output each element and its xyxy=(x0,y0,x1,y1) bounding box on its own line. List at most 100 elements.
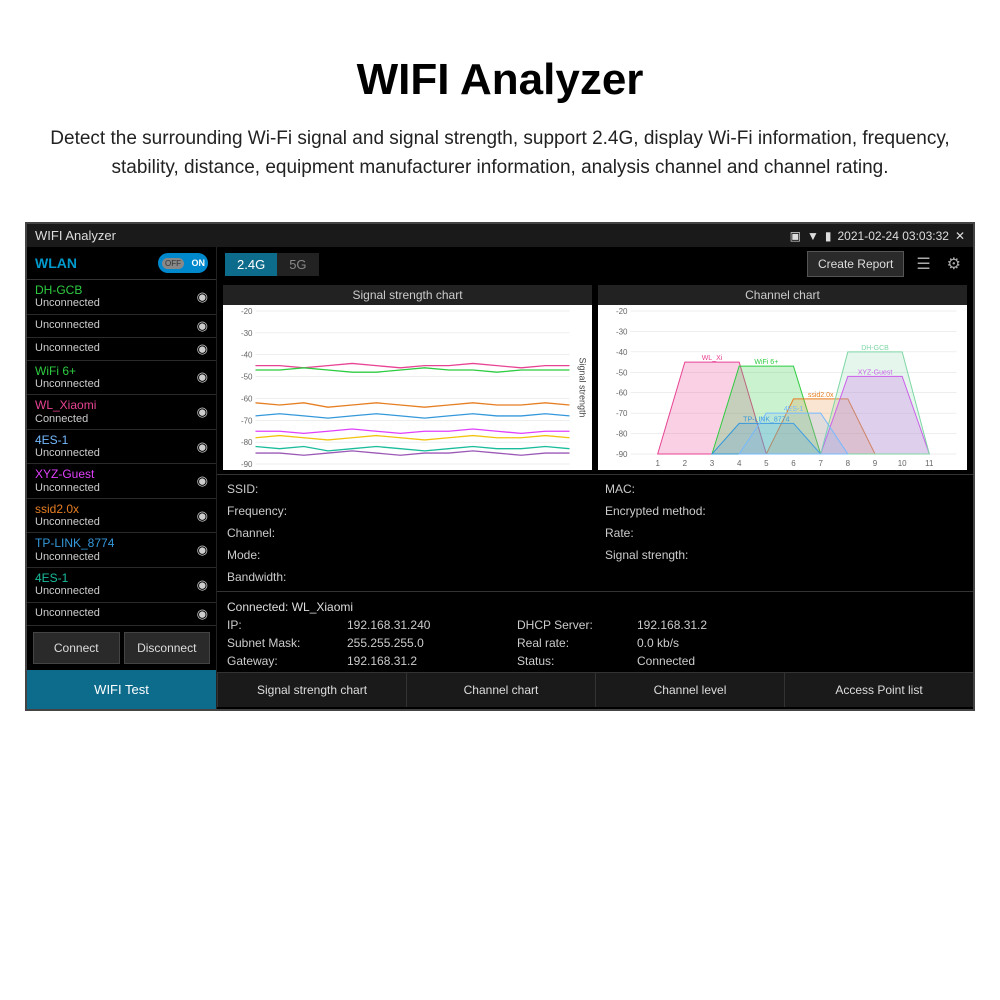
bottom-tab[interactable]: Channel chart xyxy=(406,673,595,707)
band-2-4g-tab[interactable]: 2.4G xyxy=(225,253,277,276)
page-description: Detect the surrounding Wi-Fi signal and … xyxy=(0,105,1000,212)
svg-text:-40: -40 xyxy=(616,348,628,357)
network-name: DH-GCB xyxy=(35,283,100,297)
network-status: Unconnected xyxy=(35,297,100,310)
svg-text:9: 9 xyxy=(873,459,878,468)
svg-text:-90: -90 xyxy=(616,450,628,459)
detail-label: SSID: xyxy=(227,479,585,499)
create-report-button[interactable]: Create Report xyxy=(807,251,904,277)
network-item[interactable]: WL_XiaomiConnected◉ xyxy=(27,395,216,430)
connect-button[interactable]: Connect xyxy=(33,632,120,664)
svg-text:DH-GCB: DH-GCB xyxy=(861,345,889,352)
svg-text:-20: -20 xyxy=(241,307,253,316)
network-item[interactable]: XYZ-GuestUnconnected◉ xyxy=(27,464,216,499)
svg-text:-40: -40 xyxy=(241,351,253,360)
wifi-signal-icon: ◉ xyxy=(197,606,208,622)
wlan-label: WLAN xyxy=(35,255,77,271)
detail-label: Rate: xyxy=(605,523,963,543)
svg-text:ssid2.0x: ssid2.0x xyxy=(808,392,834,399)
svg-text:2: 2 xyxy=(683,459,688,468)
image-icon: ▣ xyxy=(790,229,801,243)
network-name: 4ES-1 xyxy=(35,571,100,585)
conn-cell: 0.0 kb/s xyxy=(637,636,757,650)
network-name: ssid2.0x xyxy=(35,502,100,516)
app-name: WIFI Analyzer xyxy=(35,228,116,243)
bottom-tab[interactable]: Channel level xyxy=(595,673,784,707)
detail-label: Channel: xyxy=(227,523,585,543)
network-item[interactable]: Unconnected◉ xyxy=(27,338,216,361)
network-name: TP-LINK_8774 xyxy=(35,536,114,550)
wifi-signal-icon: ◉ xyxy=(197,577,208,593)
channel-chart-title: Channel chart xyxy=(598,285,967,305)
bottom-tab[interactable]: Signal strength chart xyxy=(217,673,406,707)
page-title: WIFI Analyzer xyxy=(0,0,1000,105)
detail-label: Mode: xyxy=(227,545,585,565)
titlebar: WIFI Analyzer ▣ ▼ ▮ 2021-02-24 03:03:32 … xyxy=(27,224,973,247)
svg-text:7: 7 xyxy=(818,459,823,468)
svg-text:-80: -80 xyxy=(241,438,253,447)
svg-text:Signal strength: Signal strength xyxy=(578,357,588,417)
svg-text:-60: -60 xyxy=(241,394,253,403)
network-item[interactable]: Unconnected◉ xyxy=(27,603,216,626)
network-item[interactable]: 4ES-1Unconnected ◉ xyxy=(27,568,216,603)
wifi-signal-icon: ◉ xyxy=(197,289,208,305)
wlan-toggle[interactable]: OFF ON xyxy=(158,253,208,273)
wifi-signal-icon: ◉ xyxy=(197,473,208,489)
svg-text:-50: -50 xyxy=(241,373,253,382)
network-item[interactable]: WiFi 6+Unconnected ◉ xyxy=(27,361,216,396)
network-status: Unconnected xyxy=(35,516,100,529)
wifi-signal-icon: ◉ xyxy=(197,341,208,357)
band-5g-tab[interactable]: 5G xyxy=(277,253,318,276)
detail-label: Encrypted method: xyxy=(605,501,963,521)
detail-label: Frequency: xyxy=(227,501,585,521)
close-icon[interactable]: ✕ xyxy=(955,229,965,243)
svg-text:-80: -80 xyxy=(616,430,628,439)
detail-label xyxy=(605,567,963,587)
channel-chart: Channel chart -20-30-40-50-60-70-80-9012… xyxy=(598,285,967,470)
svg-text:10: 10 xyxy=(898,459,907,468)
bottom-tabs: Signal strength chartChannel chartChanne… xyxy=(217,672,973,707)
wifi-test-button[interactable]: WIFI Test xyxy=(27,670,216,709)
wifi-signal-icon: ◉ xyxy=(197,439,208,455)
conn-cell: Real rate: xyxy=(517,636,617,650)
conn-cell: Subnet Mask: xyxy=(227,636,327,650)
conn-cell: 192.168.31.2 xyxy=(637,618,757,632)
svg-text:8: 8 xyxy=(846,459,851,468)
gear-icon[interactable]: ⚙ xyxy=(943,254,965,274)
network-item[interactable]: Unconnected◉ xyxy=(27,315,216,338)
network-item[interactable]: ssid2.0xUnconnected ◉ xyxy=(27,499,216,534)
svg-text:6: 6 xyxy=(791,459,796,468)
signal-strength-chart: Signal strength chart -20-30-40-50-60-70… xyxy=(223,285,592,470)
connection-panel: Connected: WL_Xiaomi IP:192.168.31.240DH… xyxy=(217,591,973,672)
network-name: WiFi 6+ xyxy=(35,364,100,378)
bottom-tab[interactable]: Access Point list xyxy=(784,673,973,707)
datetime: 2021-02-24 03:03:32 xyxy=(838,229,949,243)
signal-chart-title: Signal strength chart xyxy=(223,285,592,305)
network-item[interactable]: TP-LINK_8774Unconnected◉ xyxy=(27,533,216,568)
svg-text:-70: -70 xyxy=(616,409,628,418)
disconnect-button[interactable]: Disconnect xyxy=(124,632,211,664)
wifi-signal-icon: ◉ xyxy=(197,508,208,524)
conn-cell: Gateway: xyxy=(227,654,327,668)
svg-text:-20: -20 xyxy=(616,307,628,316)
wifi-signal-icon: ◉ xyxy=(197,369,208,385)
network-item[interactable]: DH-GCBUnconnected ◉ xyxy=(27,280,216,315)
network-status: Unconnected xyxy=(35,378,100,391)
conn-cell: DHCP Server: xyxy=(517,618,617,632)
wifi-status-icon: ▼ xyxy=(807,229,819,243)
network-item[interactable]: 4ES-1Unconnected◉ xyxy=(27,430,216,465)
network-status: Unconnected xyxy=(35,447,100,460)
svg-text:11: 11 xyxy=(925,459,934,468)
toolbar: 2.4G 5G Create Report ☰ ⚙ xyxy=(217,247,973,281)
filter-icon[interactable]: ☰ xyxy=(912,254,934,274)
content-area: 2.4G 5G Create Report ☰ ⚙ Signal strengt… xyxy=(217,247,973,709)
network-status: Unconnected xyxy=(35,585,100,598)
svg-text:-30: -30 xyxy=(616,327,628,336)
detail-panel: SSID: MAC: Frequency: Encrypted method: Chan… xyxy=(217,474,973,591)
svg-text:4ES-1: 4ES-1 xyxy=(784,406,804,413)
svg-text:-70: -70 xyxy=(241,416,253,425)
detail-label: Signal strength: xyxy=(605,545,963,565)
sidebar: WLAN OFF ON DH-GCBUnconnected◉Unconnecte… xyxy=(27,247,217,709)
detail-label: MAC: xyxy=(605,479,963,499)
conn-cell: 192.168.31.2 xyxy=(347,654,497,668)
